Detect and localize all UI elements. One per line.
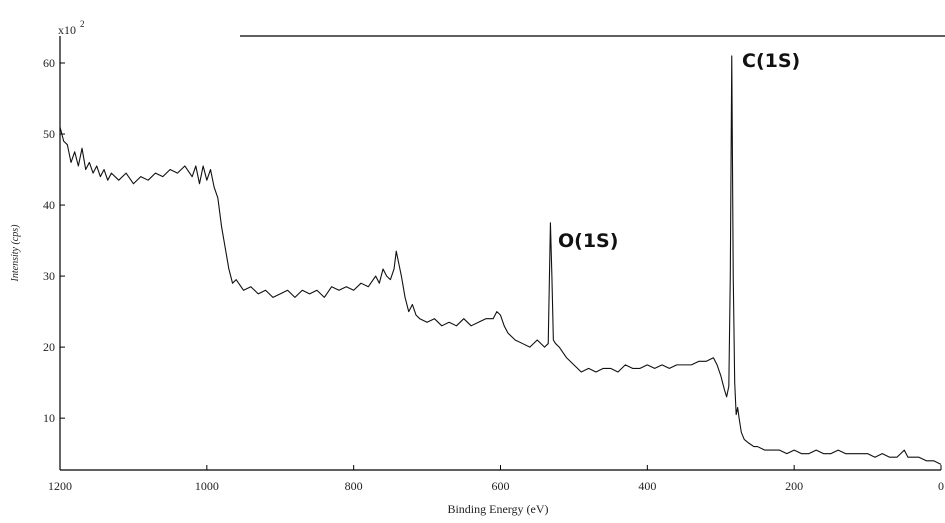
y-axis-label: Intensity (cps) [10, 224, 21, 283]
y-tick-label: 20 [43, 340, 55, 354]
peak-annotation: O(1S) [558, 230, 618, 252]
y-tick-label: 30 [43, 269, 55, 283]
y-tick-label: 50 [43, 127, 55, 141]
x-tick-label: 800 [345, 479, 363, 493]
y-tick-label: 60 [43, 56, 55, 70]
y-scale-exponent: 2 [80, 19, 85, 29]
x-tick-label: 600 [492, 479, 510, 493]
x-tick-label: 1200 [48, 479, 72, 493]
x-tick-label: 200 [785, 479, 803, 493]
peak-annotation: C(1S) [742, 50, 800, 72]
x-axis-label: Binding Energy (eV) [447, 502, 548, 516]
y-tick-label: 40 [43, 198, 55, 212]
y-scale-label: x10 [58, 23, 76, 37]
x-tick-label: 400 [638, 479, 656, 493]
x-tick-label: 1000 [195, 479, 219, 493]
spectrum-line [59, 55, 942, 465]
x-tick-label: 0 [938, 479, 944, 493]
y-tick-label: 10 [43, 411, 55, 425]
